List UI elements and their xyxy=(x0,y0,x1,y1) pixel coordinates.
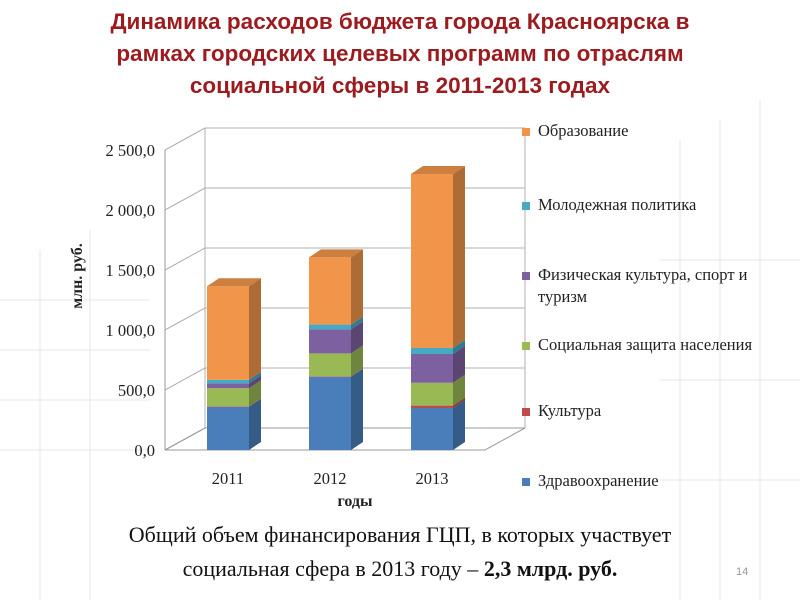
bar-segment-front xyxy=(207,379,249,384)
y-tick-label: 2 000,0 xyxy=(106,201,156,220)
bar-segment-side xyxy=(249,278,261,380)
bar-segment-front xyxy=(411,405,453,408)
legend-swatch xyxy=(522,478,530,486)
page-title: Динамика расходов бюджета города Красноя… xyxy=(20,6,780,102)
bar-segment-front xyxy=(309,376,351,377)
bar-segment-side xyxy=(351,249,363,325)
bar-segment-side xyxy=(351,345,363,377)
bar-segment-side xyxy=(453,166,465,348)
legend-swatch xyxy=(522,408,530,416)
bar-segment-side xyxy=(453,346,465,383)
legend-label: Молодежная политика xyxy=(538,195,697,214)
bar-segment-side xyxy=(453,397,465,408)
bar-top xyxy=(411,166,465,174)
summary-text: Общий объем финансирования ГЦП, в которы… xyxy=(40,518,760,586)
y-axis-title: млн. руб. xyxy=(69,243,86,309)
y-tick-label: 1 000,0 xyxy=(106,321,156,340)
chart-legend: Образование Молодежная политика Физическая… xyxy=(520,120,790,500)
bar-segment-side xyxy=(249,371,261,384)
legend-swatch xyxy=(522,128,530,136)
gridline-depth xyxy=(164,187,206,211)
y-tick-label: 500,0 xyxy=(118,381,155,400)
bar-segment-front xyxy=(411,348,453,354)
legend-swatch xyxy=(522,272,530,280)
legend-label: Образование xyxy=(538,121,629,140)
bar-segment-front xyxy=(411,174,453,348)
legend-label: Социальная защита населения xyxy=(538,335,753,354)
gridline-depth xyxy=(164,367,206,391)
legend-swatch xyxy=(522,202,530,210)
bar-segment-side xyxy=(453,374,465,406)
y-tick-label: 2 500,0 xyxy=(106,141,156,160)
bar-segment-front xyxy=(411,354,453,383)
summary-total-value: 2,3 млрд. руб. xyxy=(483,556,618,581)
bar-segment-side xyxy=(351,368,363,377)
legend-label: Здравоохранение xyxy=(538,471,659,490)
chart-floor xyxy=(164,427,526,451)
bar-segment-front xyxy=(411,408,453,450)
bar-segment-front xyxy=(309,329,351,354)
legend-swatch xyxy=(522,342,530,350)
bar-segment-side xyxy=(249,380,261,407)
gridline-depth xyxy=(164,247,206,271)
bar-segment-front xyxy=(309,257,351,325)
bar-segment-front xyxy=(411,382,453,406)
y-tick-label: 0,0 xyxy=(134,441,155,460)
bar-segment-side xyxy=(249,398,261,450)
title-line-3: социальной сферы в 2011-2013 годах xyxy=(189,73,611,98)
page-number: 14 xyxy=(736,566,749,578)
bar-segment-side xyxy=(351,316,363,330)
bar-segment-front xyxy=(207,406,249,407)
bar-segment-side xyxy=(453,400,465,450)
bar-segment-front xyxy=(207,388,249,407)
bar-top xyxy=(309,249,363,258)
legend-label: Культура xyxy=(538,401,602,420)
bar-segment-front xyxy=(207,406,249,450)
bar-segment-side xyxy=(351,368,363,450)
x-tick-label: 2013 xyxy=(416,469,449,488)
bar-segment-side xyxy=(351,321,363,354)
title-line-2: рамках городских целевых программ по отр… xyxy=(116,41,684,66)
x-axis-title: годы xyxy=(338,493,374,510)
summary-line-2: социальная сфера в 2013 году – 2,3 млрд.… xyxy=(40,552,760,586)
title-line-1: Динамика расходов бюджета города Красноя… xyxy=(110,9,690,34)
x-tick-label: 2011 xyxy=(212,469,244,488)
gridline-depth xyxy=(164,307,206,331)
bar-segment-front xyxy=(309,376,351,450)
gridline-depth xyxy=(164,127,206,151)
bar-segment-front xyxy=(309,324,351,330)
bar-top xyxy=(207,278,261,287)
y-tick-label: 1 500,0 xyxy=(106,261,156,280)
summary-line-1: Общий объем финансирования ГЦП, в которы… xyxy=(128,522,672,547)
bar-segment-front xyxy=(207,383,249,389)
bar-segment-side xyxy=(249,375,261,389)
x-tick-label: 2012 xyxy=(314,469,347,488)
summary-line-2-prefix: социальная сфера в 2013 году – xyxy=(182,556,484,581)
bar-segment-side xyxy=(453,340,465,354)
bar-segment-front xyxy=(309,353,351,377)
bar-segment-front xyxy=(207,286,249,380)
bar-segment-side xyxy=(249,398,261,407)
legend-label: Физическая культура, спорт и туризм xyxy=(538,265,748,306)
